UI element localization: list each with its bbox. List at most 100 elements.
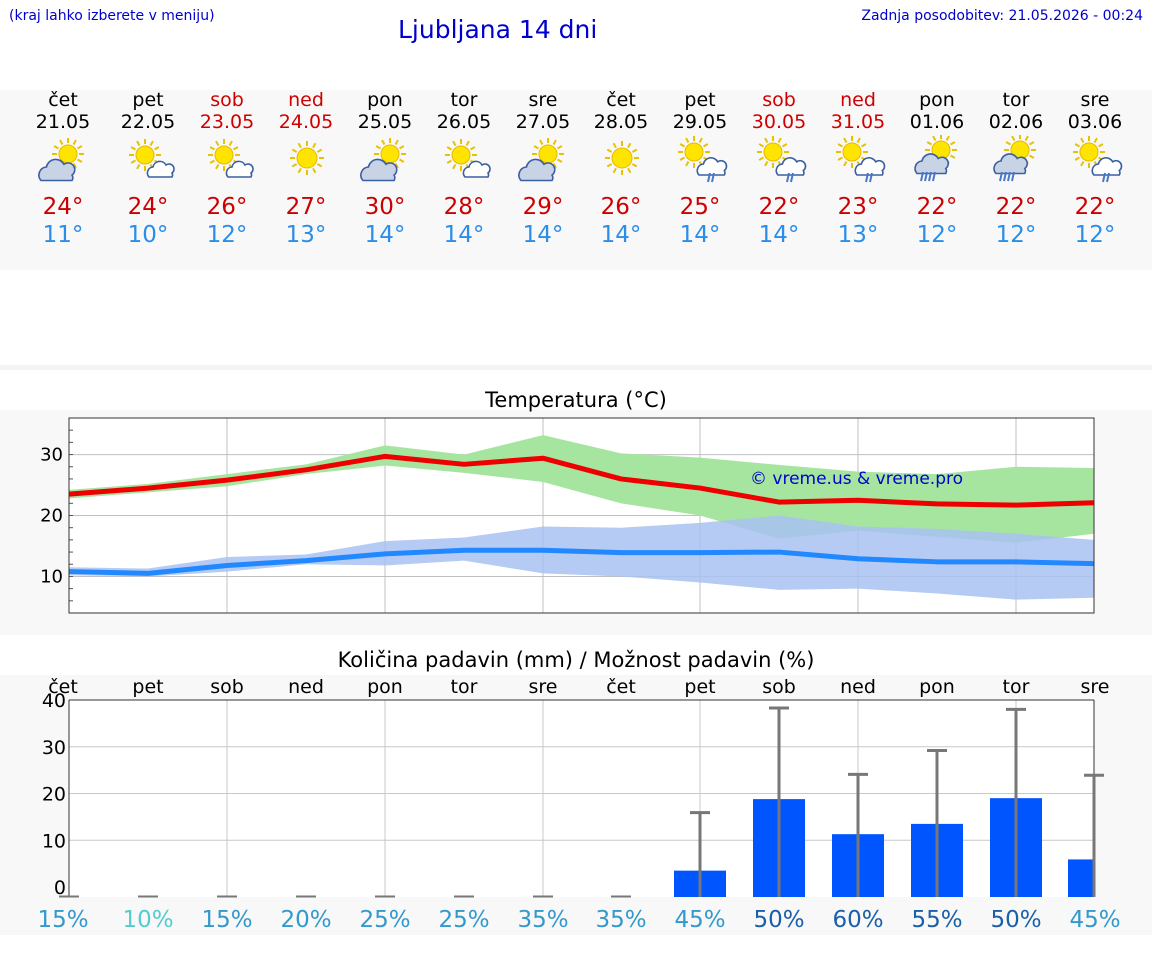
sun-cloud-rain-icon — [678, 136, 728, 183]
day-date: 24.05 — [278, 111, 334, 133]
max-temp-line — [68, 453, 1095, 508]
precip-chance-label: 50% — [753, 907, 804, 933]
day-name: pet — [132, 89, 164, 111]
category-label: čet — [606, 676, 636, 698]
precip-chance-label: 45% — [674, 907, 725, 933]
precipitation-chart-title: Količina padavin (mm) / Možnost padavin … — [337, 648, 815, 672]
day-column: tor 26.05 28° 14° — [424, 89, 504, 249]
min-temp: 14° — [679, 222, 721, 248]
last-update: Zadnja posodobitev: 21.05.2026 - 00:24 — [861, 8, 1143, 24]
plot-frame — [68, 417, 1095, 614]
max-temp: 29° — [522, 194, 564, 220]
category-label: ned — [840, 676, 876, 698]
max-temp: 24° — [127, 194, 169, 220]
day-column: sre 27.05 29° 14° — [503, 89, 583, 249]
day-date: 28.05 — [593, 111, 649, 133]
day-column: sre 03.06 22° 12° — [1055, 89, 1135, 249]
sun-cloud-icon — [38, 138, 84, 182]
precip-chance-label: 10% — [122, 907, 173, 933]
temperature-chart: 10 20 30 © vreme.us & vreme.pro — [40, 417, 1095, 614]
day-date: 27.05 — [515, 111, 571, 133]
sun-cloud-heavy-rain-icon — [993, 135, 1036, 182]
day-column: pet 22.05 24° 10° — [108, 89, 188, 249]
max-temp: 22° — [916, 194, 958, 220]
y-tick-label: 10 — [40, 566, 63, 587]
day-column: sob 23.05 26° 12° — [187, 89, 267, 249]
max-temp: 30° — [364, 194, 406, 220]
category-label: pet — [684, 676, 715, 698]
sun-icon — [290, 141, 324, 175]
day-name: ned — [288, 89, 324, 111]
sun-cloud-rain-icon — [836, 136, 886, 183]
day-column: čet 28.05 26° 14° — [581, 89, 661, 249]
day-date: 03.06 — [1067, 111, 1123, 133]
category-label: sob — [762, 676, 796, 698]
forecast-strip — [0, 90, 1152, 270]
precip-chance-label: 20% — [280, 907, 331, 933]
category-label: sre — [529, 676, 558, 698]
sun-small-cloud-icon — [129, 139, 175, 178]
day-column: sob 30.05 22° 14° — [739, 89, 819, 249]
y-tick-label: 20 — [40, 506, 63, 527]
day-column: ned 31.05 23° 13° — [818, 89, 898, 249]
precip-chance-label: 25% — [438, 907, 489, 933]
category-label: sre — [1081, 676, 1110, 698]
min-temp-line — [68, 547, 1095, 576]
day-name: sre — [528, 89, 558, 111]
max-temp-range-band — [69, 435, 1094, 543]
precip-chance-label: 35% — [595, 907, 646, 933]
category-label: pet — [132, 676, 163, 698]
y-tick-label: 30 — [42, 737, 66, 759]
max-temp: 24° — [42, 194, 84, 220]
sun-cloud-rain-icon — [757, 136, 807, 183]
y-tick-label: 10 — [42, 830, 66, 852]
y-tick-label: 0 — [54, 877, 66, 899]
precip-chance-label: 50% — [990, 907, 1041, 933]
sun-cloud-rain-icon — [1073, 136, 1123, 183]
max-temp: 28° — [443, 194, 485, 220]
sun-icon — [605, 141, 639, 175]
page-title: Ljubljana 14 dni — [398, 15, 598, 44]
min-temp: 14° — [443, 222, 485, 248]
category-label: čet — [48, 676, 78, 698]
day-column: pon 25.05 30° 14° — [345, 89, 425, 249]
category-label: tor — [1003, 676, 1030, 698]
min-temp: 14° — [522, 222, 564, 248]
min-temp: 14° — [364, 222, 406, 248]
watermark: © vreme.us & vreme.pro — [750, 469, 963, 489]
day-date: 02.06 — [988, 111, 1044, 133]
min-temp: 12° — [916, 222, 958, 248]
sun-cloud-icon — [360, 138, 406, 182]
y-tick-label: 20 — [42, 784, 66, 806]
day-column: ned 24.05 27° 13° — [266, 89, 346, 249]
min-temp: 10° — [127, 222, 169, 248]
precip-chance-label: 60% — [832, 907, 883, 933]
day-name: sob — [762, 89, 796, 111]
day-name: pon — [919, 89, 955, 111]
sun-cloud-heavy-rain-icon — [914, 135, 957, 182]
day-date: 23.05 — [199, 111, 255, 133]
day-date: 26.05 — [436, 111, 492, 133]
category-label: pon — [367, 676, 403, 698]
day-name: tor — [450, 89, 478, 111]
max-temp: 27° — [285, 194, 327, 220]
day-name: ned — [840, 89, 876, 111]
category-label: ned — [288, 676, 324, 698]
separator — [0, 365, 1152, 370]
min-temp: 12° — [1074, 222, 1116, 248]
sun-small-cloud-icon — [208, 139, 254, 178]
temperature-chart-title: Temperatura (°C) — [485, 388, 667, 412]
max-temp: 22° — [995, 194, 1037, 220]
max-temp: 23° — [837, 194, 879, 220]
day-date: 22.05 — [120, 111, 176, 133]
min-temp-range-band — [69, 515, 1094, 600]
precip-chance-label: 35% — [517, 907, 568, 933]
precip-chance-label: 15% — [201, 907, 252, 933]
day-column: pon 01.06 22° 12° — [897, 89, 977, 249]
day-name: pon — [367, 89, 403, 111]
day-name: čet — [48, 89, 78, 111]
day-name: sre — [1080, 89, 1110, 111]
day-name: tor — [1002, 89, 1030, 111]
max-temp: 25° — [679, 194, 721, 220]
